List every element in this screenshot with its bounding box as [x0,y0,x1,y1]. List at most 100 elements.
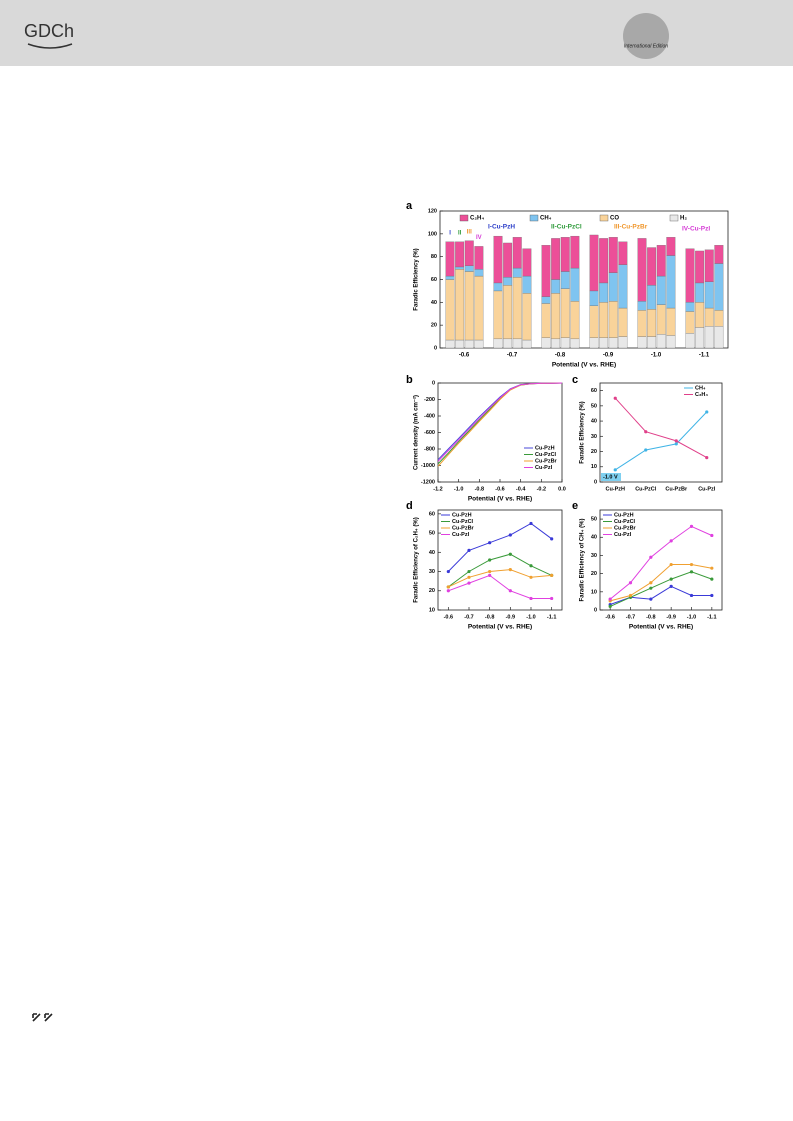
catalyst-label: I-Cu-PzH [488,224,515,231]
x-tick-label: -0.7 [626,614,635,620]
series-line [610,585,712,605]
y-tick-label: -800 [424,446,435,452]
y-tick-label: -400 [424,413,435,419]
y-tick-label: 60 [431,277,437,283]
arrow[interactable] [32,1013,41,1022]
data-point [649,597,653,601]
bar-segment [551,279,561,294]
x-tick-label: -0.6 [495,486,504,492]
y-tick-label: 10 [591,589,597,595]
legend-swatch [529,214,539,222]
y-tick-label: 30 [429,569,435,575]
catalyst-label: III-Cu-PzBr [614,224,648,231]
legend-label: C₂H₄ [695,392,708,398]
y-tick-label: 30 [591,553,597,559]
legend-label: C₂H₄ [470,216,484,222]
bar-segment [551,338,561,349]
bar-segment [445,241,455,277]
x-tick-label: -1.0 [651,353,662,359]
legend-label: CH₄ [695,385,706,391]
data-point [467,548,471,552]
y-tick-label: 60 [429,511,435,517]
legend-label: Cu-PzI [452,532,470,538]
legend-label: Cu-PzH [614,512,634,518]
bar-segment [541,296,551,304]
data-point [649,555,653,559]
data-point [674,439,678,443]
data-point [710,577,714,581]
data-point [628,593,633,598]
data-point [649,581,653,585]
bar-segment [445,279,455,341]
bar-segment [493,282,503,292]
data-point [608,597,612,601]
data-point [649,586,653,590]
legend-label: Cu-PzH [535,445,555,451]
bar-segment [647,336,657,349]
bar-segment [503,338,513,349]
x-tick-label: -1.1 [707,614,716,620]
edition-badge [623,13,669,59]
bar-segment [503,277,513,286]
x-tick-label: -0.2 [537,486,546,492]
x-tick-label: -1.1 [547,614,556,620]
y-tick-label: -1000 [421,463,435,469]
data-point [488,558,492,562]
data-point [488,541,492,545]
bar-segment [445,339,455,349]
bar-segment [512,277,522,340]
y-tick-label: 0 [594,607,597,613]
bar-segment [714,245,724,264]
panel-letter: a [406,200,413,212]
y-tick-label: 120 [428,208,437,214]
y-axis-label: Faradic Efficiency of CH₄ (%) [580,519,586,602]
data-point [669,584,673,588]
bar-segment [656,275,666,305]
y-tick-label: 10 [429,607,435,613]
bar-segment [647,309,657,337]
data-point [705,456,709,460]
y-tick-label: 20 [429,588,435,594]
legend-label: CO [610,216,619,222]
group-label: IV [476,235,482,241]
x-tick-label: -1.0 [687,614,696,620]
nav-arrows[interactable] [32,1013,53,1022]
bar-segment [522,248,532,277]
bar-segment [464,271,474,341]
x-tick-label: Cu-PzI [698,486,716,492]
legend-label: Cu-PzBr [614,525,637,531]
bar-segment [618,264,628,309]
bar-segment [589,234,599,292]
x-tick-label: -0.6 [605,614,614,620]
arrow[interactable] [44,1013,53,1022]
x-axis-label: Potential (V vs. RHE) [552,362,616,369]
panel-letter: c [572,374,578,386]
y-tick-label: -600 [424,430,435,436]
bar-segment [608,272,618,302]
annotation: -1.0 V [603,474,618,480]
bar-segment [512,338,522,349]
bar-segment [455,266,465,270]
x-tick-label: -0.8 [485,614,494,620]
bar-segment [541,303,551,338]
y-tick-label: 20 [591,571,597,577]
bar-segment [493,338,503,349]
group-label: III [467,229,472,235]
bar-segment [618,307,628,337]
bar-segment [599,337,609,349]
data-point [508,552,512,556]
data-point [710,533,714,538]
bar-segment [560,288,570,338]
y-tick-label: 40 [429,550,435,556]
x-tick-label: -0.6 [459,353,470,359]
data-point [613,468,617,472]
data-point [689,570,694,574]
y-axis-label: Faradic Efficiency (%) [580,401,586,463]
legend-label: Cu-PzCl [614,519,636,525]
plot-frame [599,382,723,483]
data-point [550,596,554,601]
bar-segment [522,339,532,349]
x-tick-label: -0.9 [666,614,675,620]
series-line [615,411,708,471]
legend-swatch [669,214,679,222]
